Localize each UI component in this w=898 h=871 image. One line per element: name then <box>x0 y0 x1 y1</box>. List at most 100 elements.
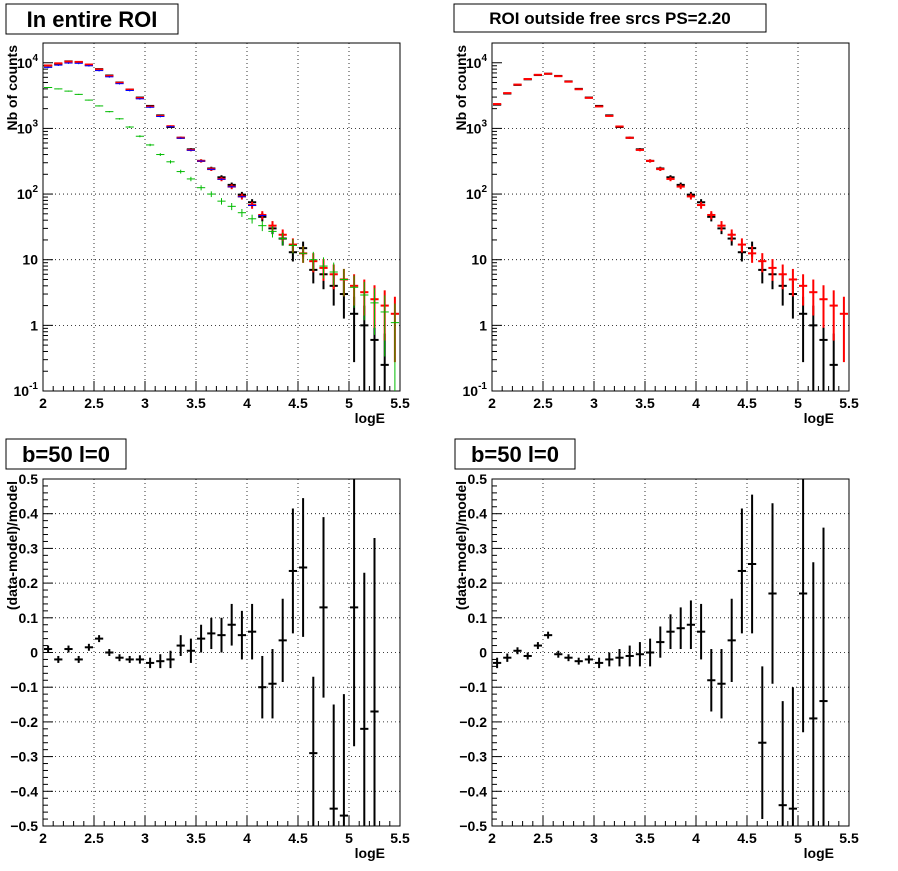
bin-marker <box>829 290 838 341</box>
y-tick-label: 0.1 <box>468 610 488 626</box>
x-tick-label: 2.5 <box>84 830 104 846</box>
bin-marker <box>125 89 134 92</box>
chart-title: b=50 l=0 <box>22 442 110 467</box>
y-tick-label: −0.3 <box>459 749 487 765</box>
bin-marker <box>166 650 175 669</box>
bin-marker <box>788 687 797 826</box>
panel-1: 2 2.5 3 3.5 4 4.5 5 5.5 10-1 1 10 102 103 104 logE Nb o… <box>4 3 410 426</box>
y-tick-label: −0.4 <box>459 783 487 799</box>
y-tick-label: 10-1 <box>463 381 488 399</box>
bin-marker <box>523 652 532 660</box>
y-tick-label: 0.5 <box>468 471 488 487</box>
bin-marker <box>95 105 104 107</box>
bin-marker <box>809 279 818 316</box>
bin-marker <box>84 63 93 66</box>
bin-marker <box>829 333 838 391</box>
bin-marker <box>360 281 369 321</box>
bin-marker <box>227 185 236 188</box>
bin-marker <box>64 90 73 92</box>
bin-marker <box>493 657 502 669</box>
bin-marker <box>758 253 767 273</box>
x-tick-label: 3.5 <box>186 395 206 411</box>
bin-marker <box>493 103 502 106</box>
bin-marker <box>635 642 644 667</box>
x-tick-label: 2.5 <box>533 395 553 411</box>
x-tick-label: 2 <box>39 830 47 846</box>
bin-marker <box>197 624 206 653</box>
x-tick-label: 2 <box>488 395 496 411</box>
x-tick-label: 4.5 <box>288 830 308 846</box>
bin-marker <box>156 654 165 669</box>
plot-frame <box>491 42 850 392</box>
bin-marker <box>95 69 104 72</box>
bin-marker <box>207 617 216 650</box>
bin-marker <box>115 654 124 662</box>
bin-marker <box>595 657 604 669</box>
x-tick-label: 4 <box>243 395 251 411</box>
y-tick-label: 0.1 <box>19 610 39 626</box>
bin-marker <box>574 88 583 91</box>
bin-marker <box>258 221 267 232</box>
bin-marker <box>605 652 614 667</box>
bin-marker <box>370 537 379 826</box>
bin-marker <box>309 251 318 271</box>
bin-marker <box>74 62 83 65</box>
x-tick-label: 3 <box>590 830 598 846</box>
x-tick-label: 4 <box>692 830 700 846</box>
bin-marker <box>717 221 726 232</box>
bin-marker <box>329 704 338 826</box>
bin-marker <box>278 598 287 682</box>
bin-marker <box>646 638 655 667</box>
bin-marker <box>809 562 818 826</box>
y-tick-label: −0.1 <box>459 679 487 695</box>
bin-marker <box>380 295 389 357</box>
y-tick-label: 0.5 <box>19 471 39 487</box>
x-tick-label: 3 <box>141 830 149 846</box>
bin-marker <box>268 649 277 719</box>
bin-marker <box>248 603 257 660</box>
x-tick-label: 5.5 <box>839 830 859 846</box>
plot-frame <box>491 478 850 827</box>
bin-marker <box>697 603 706 660</box>
bin-marker <box>339 268 348 297</box>
bin-marker <box>74 93 83 95</box>
bin-marker <box>533 642 542 650</box>
bin-marker <box>299 246 308 263</box>
x-tick-label: 4.5 <box>288 395 308 411</box>
bin-marker <box>676 184 685 190</box>
bin-marker <box>166 160 175 164</box>
bin-marker <box>778 264 787 290</box>
y-tick-label: −0.5 <box>459 818 487 834</box>
y-tick-label: 1 <box>479 317 487 333</box>
bin-marker <box>697 201 706 209</box>
bin-marker <box>544 631 553 639</box>
bin-marker <box>686 193 695 200</box>
x-tick-label: 3.5 <box>635 395 655 411</box>
bin-marker <box>676 607 685 650</box>
bin-marker <box>656 167 665 171</box>
plot-frame <box>42 42 401 392</box>
bin-marker <box>227 203 236 211</box>
bin-marker <box>707 649 716 712</box>
bin-marker <box>44 64 53 67</box>
series-model-total <box>493 72 848 363</box>
bin-marker <box>135 655 144 664</box>
bin-marker <box>217 617 226 653</box>
bin-marker <box>84 99 93 101</box>
bin-marker <box>95 68 104 71</box>
bin-marker <box>686 600 695 650</box>
y-tick-label: −0.4 <box>10 783 38 799</box>
y-tick-label: −0.2 <box>10 714 38 730</box>
bin-marker <box>84 64 93 67</box>
bin-marker <box>523 78 532 81</box>
series-model-green <box>44 86 399 391</box>
bin-marker <box>44 645 53 653</box>
bin-marker <box>278 232 287 246</box>
bin-marker <box>176 635 185 656</box>
y-axis-label: (data-model)/model <box>4 481 20 610</box>
axis-ticks <box>491 42 850 392</box>
y-tick-label: 0.3 <box>19 540 39 556</box>
bin-marker <box>74 655 83 663</box>
bin-marker <box>584 96 593 99</box>
bin-marker <box>64 60 73 63</box>
